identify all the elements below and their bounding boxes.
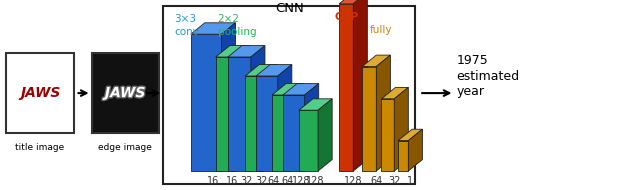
FancyBboxPatch shape — [6, 53, 74, 133]
Text: title image: title image — [15, 143, 65, 152]
Polygon shape — [299, 99, 332, 110]
Polygon shape — [362, 66, 376, 171]
Polygon shape — [283, 95, 305, 171]
Polygon shape — [191, 23, 236, 34]
Polygon shape — [339, 0, 367, 4]
Polygon shape — [290, 84, 304, 171]
Text: 3×3: 3×3 — [174, 14, 196, 24]
Polygon shape — [278, 65, 292, 171]
FancyBboxPatch shape — [92, 53, 159, 133]
Polygon shape — [381, 99, 394, 171]
Polygon shape — [353, 0, 367, 171]
Text: JAWS: JAWS — [20, 86, 60, 100]
Polygon shape — [256, 65, 292, 76]
Text: 16: 16 — [226, 176, 239, 186]
Polygon shape — [398, 141, 408, 171]
Polygon shape — [272, 84, 304, 95]
Text: 128: 128 — [292, 176, 310, 186]
Polygon shape — [228, 57, 251, 171]
Text: 64: 64 — [370, 176, 383, 186]
Text: JAWS: JAWS — [105, 86, 145, 100]
Polygon shape — [339, 4, 353, 171]
Polygon shape — [245, 76, 263, 171]
Polygon shape — [272, 95, 290, 171]
Text: 1975
estimated
year: 1975 estimated year — [456, 54, 520, 98]
Text: 128: 128 — [344, 176, 362, 186]
Polygon shape — [283, 84, 319, 95]
Polygon shape — [398, 129, 422, 141]
Text: GAP: GAP — [334, 12, 358, 22]
Polygon shape — [235, 46, 249, 171]
Polygon shape — [318, 99, 332, 171]
Polygon shape — [299, 110, 318, 171]
Text: 64: 64 — [282, 176, 294, 186]
Polygon shape — [394, 87, 408, 171]
Polygon shape — [376, 55, 390, 171]
Polygon shape — [408, 129, 422, 171]
Text: 32: 32 — [255, 176, 268, 186]
Polygon shape — [216, 57, 235, 171]
Text: edge image: edge image — [98, 143, 152, 152]
Polygon shape — [263, 65, 277, 171]
Polygon shape — [245, 65, 277, 76]
Text: 32: 32 — [240, 176, 253, 186]
Polygon shape — [221, 23, 236, 171]
Polygon shape — [381, 87, 408, 99]
Polygon shape — [228, 46, 265, 57]
Polygon shape — [362, 55, 390, 66]
Text: 64: 64 — [268, 176, 280, 186]
Polygon shape — [251, 46, 265, 171]
Text: 2×2: 2×2 — [218, 14, 239, 24]
Text: conv: conv — [174, 27, 199, 37]
Text: CNN: CNN — [275, 2, 303, 15]
Text: 16: 16 — [207, 176, 220, 186]
FancyBboxPatch shape — [163, 6, 415, 184]
Polygon shape — [216, 46, 249, 57]
Text: pooling: pooling — [218, 27, 256, 37]
Text: 1: 1 — [407, 176, 413, 186]
Polygon shape — [191, 34, 221, 171]
Text: 32: 32 — [388, 176, 401, 186]
Polygon shape — [305, 84, 319, 171]
Text: 128: 128 — [307, 176, 324, 186]
Text: fully: fully — [370, 25, 392, 35]
Polygon shape — [256, 76, 278, 171]
